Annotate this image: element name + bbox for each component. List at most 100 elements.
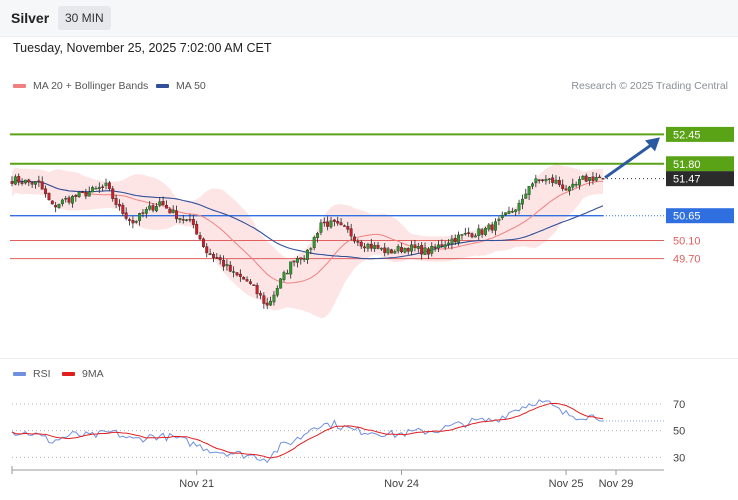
candle: [551, 174, 555, 187]
candle-body: [67, 197, 71, 203]
candle-body: [121, 204, 125, 214]
candle-body: [171, 209, 175, 213]
candle: [302, 255, 306, 263]
candle: [107, 180, 111, 191]
candle: [195, 220, 199, 235]
candle: [326, 216, 330, 231]
support-level-label: 49.70: [673, 254, 701, 266]
candle-body: [588, 177, 592, 181]
candle: [54, 201, 58, 213]
legend-ma50: MA 50: [156, 80, 206, 92]
price-tag-pivot: 50.65: [666, 208, 734, 224]
header-bar: Silver 30 MIN: [0, 0, 738, 37]
candle: [44, 185, 48, 198]
candle: [467, 227, 471, 237]
candle-body: [185, 219, 189, 221]
legend-swatch-ma20: [13, 84, 26, 88]
candle: [299, 257, 303, 265]
candle-body: [23, 179, 27, 184]
candle: [114, 194, 118, 209]
candle: [118, 199, 121, 211]
legend-swatch-ma50: [156, 84, 169, 88]
panel-divider: [0, 358, 738, 359]
timeframe-button[interactable]: 30 MIN: [58, 6, 111, 30]
candle: [584, 173, 588, 183]
legend-swatch-9ma: [62, 372, 75, 376]
candle-body: [272, 294, 276, 303]
candle-body: [416, 246, 420, 249]
legend-label-ma50: MA 50: [176, 80, 206, 92]
candle: [259, 290, 262, 300]
candle: [383, 243, 387, 257]
candle-body: [473, 235, 477, 238]
candle-body: [165, 205, 168, 209]
candle: [148, 201, 152, 211]
candle-body: [339, 222, 343, 226]
candle-body: [212, 254, 215, 258]
price-tag-label: 51.80: [673, 159, 701, 171]
candle: [124, 207, 128, 221]
candle: [235, 272, 239, 277]
candle: [473, 233, 477, 238]
candle-body: [386, 248, 390, 254]
candle-body: [309, 248, 313, 250]
candle: [477, 224, 481, 241]
symbol-name: Silver: [11, 10, 50, 26]
candle-body: [359, 241, 363, 247]
candle-body: [101, 186, 105, 188]
rsi-line: [11, 399, 604, 464]
candle-body: [463, 233, 467, 235]
candle-body: [208, 253, 212, 255]
candle-body: [131, 220, 135, 224]
candle: [84, 188, 88, 200]
candle: [37, 175, 41, 187]
candle-body: [507, 211, 511, 214]
candle: [238, 269, 242, 282]
candle: [154, 203, 158, 213]
candle: [128, 217, 131, 226]
candle: [255, 282, 259, 299]
candle-body: [198, 235, 202, 240]
candle: [389, 248, 393, 254]
candle-body: [591, 176, 595, 181]
candle: [215, 253, 219, 259]
candle: [430, 242, 434, 257]
candle-body: [430, 246, 434, 254]
candle: [342, 224, 346, 227]
candle-body: [514, 209, 518, 212]
candle-body: [342, 225, 346, 227]
candle-body: [571, 183, 575, 188]
candle-body: [191, 219, 195, 225]
candle: [60, 198, 64, 207]
candle-body: [245, 279, 249, 282]
candle-body: [70, 195, 74, 204]
candle-body: [158, 201, 162, 206]
candle: [413, 240, 417, 252]
support-level-label: 50.10: [673, 236, 701, 248]
candle-body: [353, 236, 356, 242]
candle: [316, 231, 320, 243]
candle-body: [349, 228, 353, 237]
candle: [480, 227, 484, 238]
candle: [494, 218, 497, 236]
price-tag-last_price: 51.47: [666, 171, 734, 187]
candle: [447, 239, 450, 249]
candle: [598, 174, 602, 179]
candle: [201, 237, 205, 249]
candle: [557, 176, 561, 187]
candle: [363, 243, 367, 253]
candle-body: [181, 219, 185, 221]
legend-9ma: 9MA: [62, 368, 104, 380]
candle: [426, 247, 430, 260]
candle: [353, 233, 356, 244]
candle: [275, 285, 279, 298]
projection-arrow-head: [645, 137, 660, 152]
candle-body: [77, 191, 81, 197]
candle: [27, 178, 31, 187]
candle-body: [57, 204, 61, 208]
candle: [322, 217, 326, 227]
candle: [262, 292, 266, 309]
candle-body: [527, 186, 531, 195]
candle: [463, 227, 467, 236]
